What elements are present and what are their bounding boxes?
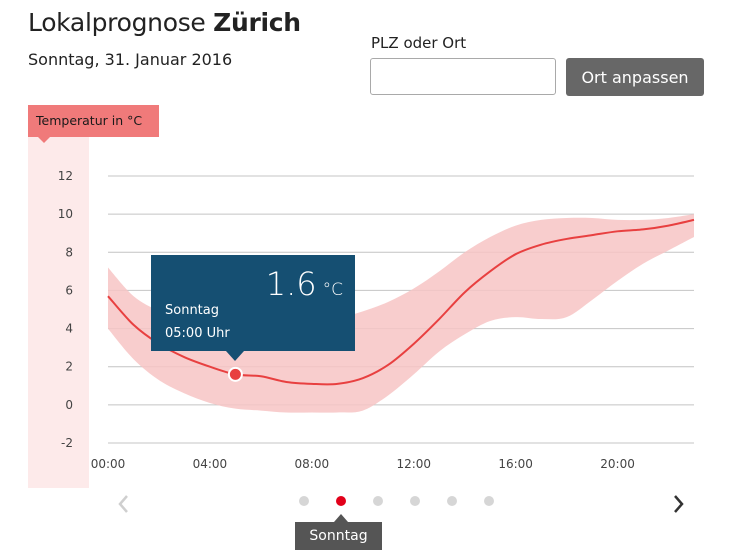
pager-dot[interactable] xyxy=(336,496,346,506)
x-tick-label: 08:00 xyxy=(295,457,330,471)
x-tick-label: 12:00 xyxy=(396,457,431,471)
chevron-right-icon xyxy=(674,495,684,513)
location-label: PLZ oder Ort xyxy=(371,34,467,52)
tooltip-arrow xyxy=(226,351,244,361)
y-tick-label: -2 xyxy=(61,436,73,450)
x-tick-label: 20:00 xyxy=(600,457,635,471)
y-tick-label: 6 xyxy=(65,283,73,297)
y-tick-label: 12 xyxy=(58,169,73,183)
y-tick-label: 10 xyxy=(58,207,73,221)
day-tag-arrow xyxy=(334,514,348,522)
active-day-label: Sonntag xyxy=(295,522,382,550)
title-city: Zürich xyxy=(213,8,301,37)
x-tick-label: 04:00 xyxy=(193,457,228,471)
tooltip-day: Sonntag xyxy=(165,303,219,318)
tooltip-number: 1.6 xyxy=(265,265,317,303)
tooltip-value: 1.6 °C xyxy=(266,265,343,303)
x-tick-label: 16:00 xyxy=(498,457,533,471)
y-axis-label-arrow xyxy=(38,137,50,143)
pager-dot[interactable] xyxy=(447,496,457,506)
value-tooltip: 1.6 °C Sonntag 05:00 Uhr xyxy=(151,255,355,351)
temperature-range-band xyxy=(108,214,694,413)
tooltip-time: 05:00 Uhr xyxy=(165,326,230,341)
y-tick-label: 8 xyxy=(65,245,73,259)
chevron-left-icon xyxy=(118,495,128,513)
y-tick-label: 2 xyxy=(65,360,73,374)
selected-point[interactable] xyxy=(227,366,243,382)
previous-day-button[interactable] xyxy=(112,490,136,518)
y-axis-band xyxy=(28,137,89,488)
x-tick-label: 00:00 xyxy=(91,457,126,471)
forecast-date: Sonntag, 31. Januar 2016 xyxy=(28,50,233,69)
y-axis-label: Temperatur in °C xyxy=(28,105,159,137)
pager-dot[interactable] xyxy=(410,496,420,506)
pager-dot[interactable] xyxy=(299,496,309,506)
next-day-button[interactable] xyxy=(666,490,690,518)
y-tick-label: 0 xyxy=(65,398,73,412)
change-location-button[interactable]: Ort anpassen xyxy=(566,58,704,96)
tooltip-unit: °C xyxy=(322,280,343,300)
pager-dot[interactable] xyxy=(484,496,494,506)
title-prefix: Lokalprognose xyxy=(28,8,206,37)
page-title: Lokalprognose Zürich xyxy=(28,8,301,37)
y-tick-label: 4 xyxy=(65,322,73,336)
pager-dot[interactable] xyxy=(373,496,383,506)
temperature-line xyxy=(107,218,695,386)
location-input[interactable] xyxy=(370,58,556,95)
